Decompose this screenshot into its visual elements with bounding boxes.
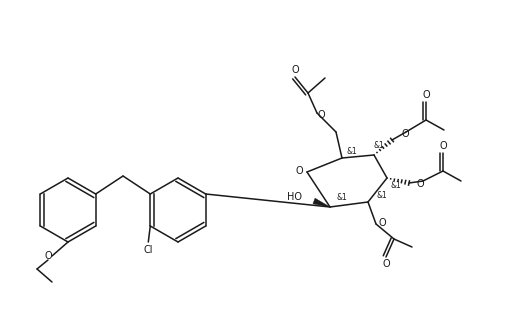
- Text: &1: &1: [374, 141, 384, 151]
- Text: &1: &1: [391, 182, 402, 191]
- Text: O: O: [401, 129, 409, 139]
- Text: O: O: [422, 90, 430, 100]
- Text: O: O: [295, 166, 303, 176]
- Text: O: O: [416, 179, 424, 189]
- Text: HO: HO: [287, 192, 301, 202]
- Text: O: O: [317, 110, 325, 120]
- Text: O: O: [44, 251, 52, 261]
- Text: O: O: [382, 259, 390, 269]
- Polygon shape: [313, 198, 330, 207]
- Text: Cl: Cl: [143, 245, 153, 255]
- Text: &1: &1: [377, 191, 387, 200]
- Text: O: O: [378, 218, 386, 228]
- Text: O: O: [439, 141, 447, 151]
- Text: &1: &1: [337, 193, 347, 203]
- Text: &1: &1: [347, 147, 357, 157]
- Text: O: O: [291, 65, 299, 75]
